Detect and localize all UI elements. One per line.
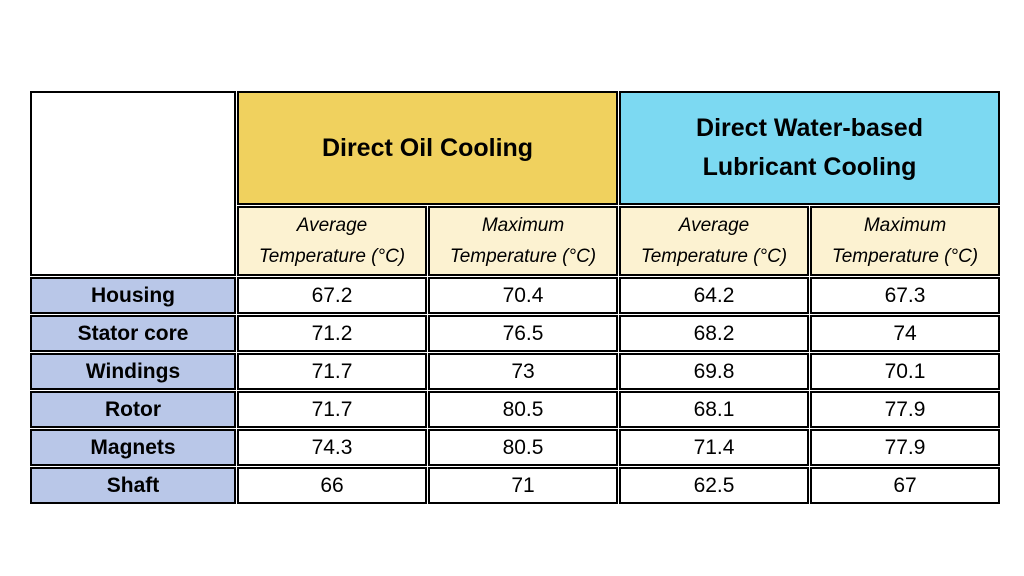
subheader-line: Average <box>296 214 368 236</box>
subheader-line: Average <box>678 214 750 236</box>
subheader-oil-average: Average Temperature (°C) <box>237 206 427 276</box>
group-header-water-line2: Lubricant Cooling <box>702 153 917 181</box>
subheader-line: Temperature (°C) <box>258 246 406 267</box>
row-label: Rotor <box>30 391 236 428</box>
table-row-windings: Windings 71.7 73 69.8 70.1 <box>30 353 1001 390</box>
subheader-oil-maximum: Maximum Temperature (°C) <box>428 206 618 276</box>
cell-value: 64.2 <box>619 277 809 314</box>
cell-value: 80.5 <box>428 391 618 428</box>
row-label: Magnets <box>30 429 236 466</box>
header-group-row: Direct Oil Cooling Direct Water-based Lu… <box>30 91 1001 276</box>
subheader-water-maximum: Maximum Temperature (°C) <box>810 206 1001 276</box>
table-row-shaft: Shaft 66 71 62.5 67 <box>30 467 1001 504</box>
group-header-water: Direct Water-based Lubricant Cooling <box>619 91 1001 205</box>
row-label: Windings <box>30 353 236 390</box>
cell-value: 71.7 <box>237 353 427 390</box>
header-sub-row: Average Temperature (°C) Maximum Tempera… <box>30 206 1001 276</box>
cell-value: 70.4 <box>428 277 618 314</box>
cell-value: 71.2 <box>237 315 427 352</box>
row-label: Stator core <box>30 315 236 352</box>
cell-value: 71 <box>428 467 618 504</box>
cell-value: 67.2 <box>237 277 427 314</box>
subheader-line: Temperature (°C) <box>449 246 597 267</box>
row-label: Housing <box>30 277 236 314</box>
cell-value: 67.3 <box>810 277 1001 314</box>
subheader-water-average: Average Temperature (°C) <box>619 206 809 276</box>
cell-value: 71.4 <box>619 429 809 466</box>
corner-spacer <box>30 91 236 276</box>
subheader-line: Temperature (°C) <box>640 246 788 267</box>
cell-value: 74 <box>810 315 1001 352</box>
cell-value: 68.2 <box>619 315 809 352</box>
table-row-rotor: Rotor 71.7 80.5 68.1 77.9 <box>30 391 1001 428</box>
cell-value: 70.1 <box>810 353 1001 390</box>
cell-value: 68.1 <box>619 391 809 428</box>
cell-value: 77.9 <box>810 429 1001 466</box>
group-header-oil-line1: Direct Oil Cooling <box>321 133 534 162</box>
cell-value: 71.7 <box>237 391 427 428</box>
cell-value: 77.9 <box>810 391 1001 428</box>
cell-value: 73 <box>428 353 618 390</box>
cell-value: 66 <box>237 467 427 504</box>
subheader-line: Maximum <box>863 214 947 236</box>
cell-value: 80.5 <box>428 429 618 466</box>
table-row-stator-core: Stator core 71.2 76.5 68.2 74 <box>30 315 1001 352</box>
cell-value: 69.8 <box>619 353 809 390</box>
cell-value: 67 <box>810 467 1001 504</box>
table-row-magnets: Magnets 74.3 80.5 71.4 77.9 <box>30 429 1001 466</box>
table-row-housing: Housing 67.2 70.4 64.2 67.3 <box>30 277 1001 314</box>
subheader-line: Temperature (°C) <box>831 246 979 267</box>
cell-value: 62.5 <box>619 467 809 504</box>
cell-value: 76.5 <box>428 315 618 352</box>
cooling-comparison-table: Direct Oil Cooling Direct Water-based Lu… <box>29 90 1001 505</box>
group-header-oil: Direct Oil Cooling <box>237 91 618 205</box>
cell-value: 74.3 <box>237 429 427 466</box>
group-header-water-line1: Direct Water-based <box>696 114 923 143</box>
row-label: Shaft <box>30 467 236 504</box>
subheader-line: Maximum <box>481 214 565 236</box>
